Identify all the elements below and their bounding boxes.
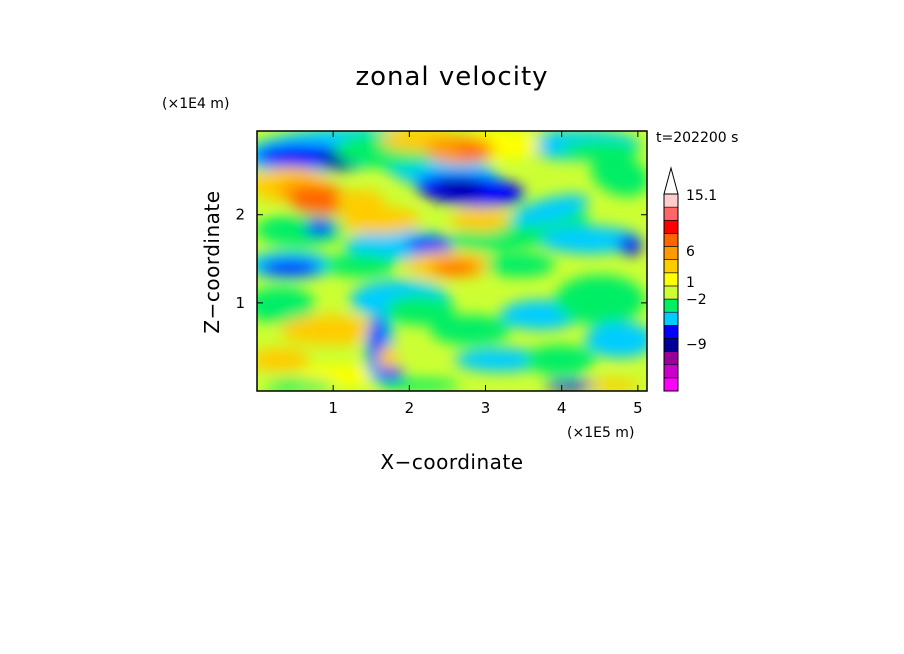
y-axis-ticks: 12 bbox=[235, 206, 647, 312]
contour-patch bbox=[540, 226, 640, 254]
contour-patch bbox=[300, 365, 380, 385]
colorbar-segment bbox=[663, 285, 679, 300]
x-tick-label: 2 bbox=[405, 399, 415, 417]
colorbar: 15.1 6 1−2 −9 bbox=[663, 166, 717, 392]
x-scale-label: (×1E5 m) bbox=[567, 425, 634, 441]
contour-patch bbox=[280, 315, 380, 345]
x-tick-label: 3 bbox=[481, 399, 491, 417]
colorbar-label: −9 bbox=[686, 337, 707, 353]
colorbar-segment bbox=[663, 311, 679, 326]
colorbar-label: 1 bbox=[686, 275, 695, 291]
contour-patch bbox=[435, 179, 485, 197]
colorbar-segment bbox=[663, 206, 679, 221]
colorbar-segment bbox=[663, 193, 679, 208]
colorbar-segment bbox=[663, 298, 679, 313]
colorbar-segment bbox=[663, 364, 679, 379]
colorbar-label: 15.1 bbox=[686, 188, 717, 204]
contour-patch bbox=[618, 235, 642, 255]
contour-patch bbox=[455, 348, 545, 372]
contour-patch bbox=[525, 345, 595, 375]
contour-patch bbox=[380, 379, 460, 391]
y-axis-label: Z−coordinate bbox=[200, 190, 224, 333]
contour-patch bbox=[545, 380, 595, 390]
plot-frame bbox=[256, 130, 648, 392]
colorbar-segment bbox=[663, 338, 679, 352]
x-axis-label: X−coordinate bbox=[380, 450, 523, 474]
contour-patch bbox=[257, 287, 315, 323]
contour-patch bbox=[305, 220, 335, 236]
velocity-field bbox=[257, 131, 647, 391]
contour-patch bbox=[555, 275, 645, 325]
x-axis-ticks: 1 2 3 4 5 bbox=[328, 131, 643, 417]
contour-patch bbox=[265, 379, 335, 391]
contour-patch bbox=[590, 153, 647, 197]
y-scale-label: (×1E4 m) bbox=[162, 96, 229, 112]
colorbar-segment bbox=[663, 219, 679, 234]
contour-patch bbox=[430, 315, 510, 345]
contour-patch bbox=[257, 348, 310, 372]
x-tick-label: 5 bbox=[633, 399, 643, 417]
contour-patch bbox=[405, 237, 455, 253]
x-tick-label: 1 bbox=[328, 399, 338, 417]
colorbar-segment bbox=[663, 259, 679, 274]
y-tick-label: 2 bbox=[235, 206, 245, 224]
contour-patch bbox=[450, 208, 510, 232]
contour-patch bbox=[325, 253, 395, 277]
y-tick-label: 1 bbox=[235, 294, 245, 312]
chart-title: zonal velocity bbox=[355, 62, 548, 92]
contour-patch bbox=[380, 367, 404, 383]
contour-patch bbox=[511, 194, 589, 226]
colorbar-segment bbox=[663, 233, 679, 247]
colorbar-frame bbox=[663, 193, 679, 392]
colorbar-segment bbox=[663, 351, 679, 366]
contour-patch bbox=[580, 379, 640, 391]
contour-patch bbox=[340, 206, 420, 234]
contour-patch bbox=[430, 261, 480, 275]
contour-patch bbox=[585, 322, 647, 358]
colorbar-segment bbox=[663, 272, 679, 287]
contour-patch bbox=[290, 185, 350, 215]
colorbar-segment bbox=[663, 246, 679, 260]
contour-patch bbox=[385, 295, 455, 325]
colorbar-segment bbox=[663, 325, 679, 339]
colorbar-segment bbox=[663, 377, 679, 392]
contour-patch bbox=[485, 253, 555, 277]
contour-patch bbox=[455, 145, 485, 159]
contour-patch bbox=[260, 260, 320, 276]
colorbar-extend-arrow bbox=[663, 166, 679, 195]
contour-patch bbox=[335, 190, 385, 210]
time-stamp: t=202200 s bbox=[656, 130, 738, 146]
x-tick-label: 4 bbox=[557, 399, 567, 417]
colorbar-label: 6 bbox=[686, 244, 695, 260]
colorbar-label: −2 bbox=[686, 292, 707, 308]
